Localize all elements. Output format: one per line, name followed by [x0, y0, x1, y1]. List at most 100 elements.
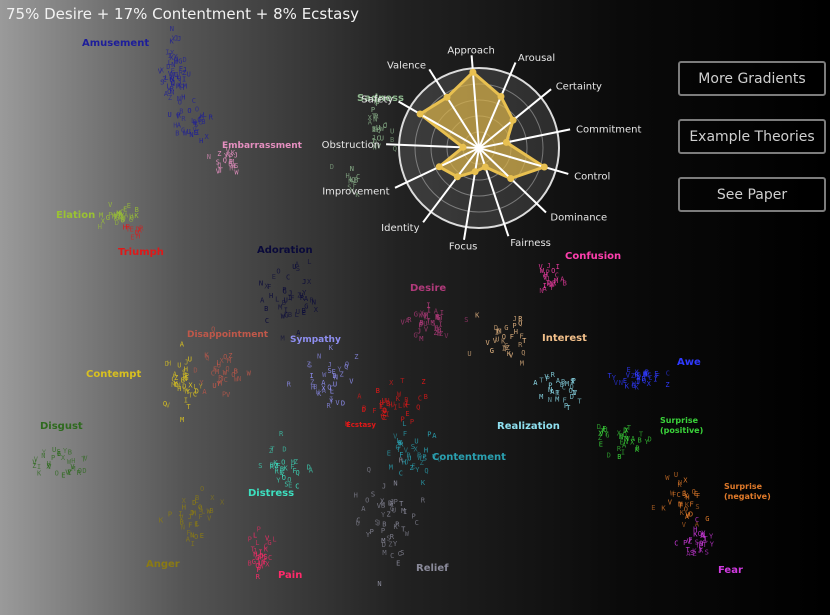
emotion-point[interactable]: U [187, 71, 191, 79]
emotion-point[interactable]: U [391, 400, 395, 408]
emotion-point[interactable]: Q [382, 406, 386, 414]
emotion-point[interactable]: J [184, 358, 188, 366]
emotion-point[interactable]: S [375, 519, 379, 527]
emotion-point[interactable]: H [514, 328, 518, 336]
emotion-point[interactable]: Z [665, 381, 669, 389]
emotion-point[interactable]: Z [619, 432, 623, 440]
emotion-point[interactable]: X [220, 499, 225, 507]
emotion-point[interactable]: D [136, 225, 140, 233]
emotion-point[interactable]: U [674, 471, 678, 479]
emotion-point[interactable]: B [645, 369, 649, 377]
emotion-point[interactable]: S [464, 316, 468, 324]
emotion-point[interactable]: L [253, 531, 257, 539]
emotion-point[interactable]: A [700, 532, 705, 540]
emotion-point[interactable]: B [135, 206, 139, 214]
emotion-point[interactable]: U [217, 361, 221, 369]
emotion-point[interactable]: Z [118, 213, 122, 221]
emotion-point[interactable]: Q [296, 469, 300, 477]
emotion-point[interactable]: O [365, 497, 369, 505]
emotion-point[interactable]: T [251, 546, 256, 554]
emotion-point[interactable]: S [216, 159, 220, 167]
emotion-point[interactable]: I [165, 49, 169, 57]
emotion-point[interactable]: J [419, 321, 423, 329]
emotion-point[interactable]: R [395, 520, 400, 528]
emotion-point[interactable]: G [631, 382, 635, 390]
emotion-point[interactable]: L [275, 295, 279, 303]
emotion-point[interactable]: V [32, 459, 37, 467]
emotion-point[interactable]: T [678, 501, 683, 509]
emotion-point[interactable]: Y [217, 380, 222, 388]
emotion-point[interactable]: O [551, 267, 555, 275]
emotion-point[interactable]: Y [276, 477, 281, 485]
emotion-point[interactable]: A [322, 387, 327, 395]
emotion-point[interactable]: O [345, 361, 349, 369]
emotion-point[interactable]: X [265, 560, 270, 568]
emotion-point[interactable]: C [695, 516, 699, 524]
emotion-point[interactable]: E [194, 521, 198, 529]
emotion-point[interactable]: C [120, 209, 124, 217]
emotion-point[interactable]: B [560, 381, 564, 389]
emotion-point[interactable]: A [177, 122, 182, 130]
emotion-point[interactable]: J [183, 66, 187, 74]
emotion-point[interactable]: I [386, 411, 390, 419]
emotion-point[interactable]: T [426, 317, 431, 325]
emotion-point[interactable]: K [262, 552, 267, 560]
emotion-point[interactable]: S [371, 490, 375, 498]
emotion-point[interactable]: L [164, 74, 168, 82]
emotion-point[interactable]: T [186, 403, 191, 411]
emotion-point[interactable]: B [362, 404, 366, 412]
emotion-point[interactable]: L [201, 507, 205, 515]
emotion-point[interactable]: S [400, 549, 404, 557]
emotion-point[interactable]: V [626, 435, 631, 443]
emotion-point[interactable]: U [392, 506, 396, 514]
emotion-point[interactable]: O [195, 105, 199, 113]
emotion-point[interactable]: Z [67, 469, 71, 477]
emotion-point[interactable]: H [424, 447, 428, 455]
emotion-point[interactable]: T [81, 455, 86, 463]
emotion-point[interactable]: K [635, 383, 640, 391]
emotion-point[interactable]: N [170, 25, 174, 33]
emotion-point[interactable]: L [398, 402, 402, 410]
emotion-point[interactable]: P [422, 453, 426, 461]
emotion-point[interactable]: K [692, 548, 697, 556]
emotion-point[interactable]: P [548, 382, 552, 390]
emotion-point[interactable]: A [321, 379, 326, 387]
emotion-point[interactable]: S [284, 480, 288, 488]
emotion-point[interactable]: B [68, 449, 72, 457]
emotion-point[interactable]: V [493, 337, 498, 345]
emotion-point[interactable]: V [83, 454, 88, 462]
emotion-point[interactable]: W [223, 369, 228, 377]
emotion-point[interactable]: T [555, 389, 560, 397]
emotion-point[interactable]: S [386, 534, 390, 542]
emotion-point[interactable]: R [417, 452, 422, 460]
emotion-point[interactable]: C [174, 71, 178, 79]
emotion-point[interactable]: H [381, 501, 385, 509]
emotion-point[interactable]: Z [571, 378, 575, 386]
emotion-point[interactable]: Y [381, 511, 386, 519]
emotion-point[interactable]: D [383, 407, 387, 415]
emotion-point[interactable]: N [171, 61, 175, 69]
emotion-point[interactable]: Q [223, 353, 227, 361]
emotion-point[interactable]: Q [416, 403, 420, 411]
emotion-point[interactable]: M [176, 83, 180, 91]
emotion-point[interactable]: X [205, 133, 210, 141]
emotion-point[interactable]: H [434, 325, 438, 333]
emotion-point[interactable]: Z [354, 353, 358, 361]
emotion-point[interactable]: J [547, 262, 551, 270]
emotion-point[interactable]: K [394, 523, 399, 531]
emotion-point[interactable]: E [623, 377, 627, 385]
emotion-point[interactable]: V [668, 499, 673, 507]
emotion-point[interactable]: L [179, 79, 183, 87]
emotion-point[interactable]: F [510, 333, 514, 341]
emotion-point[interactable]: I [636, 377, 640, 385]
emotion-point[interactable]: W [183, 130, 188, 138]
emotion-point[interactable]: F [696, 492, 700, 500]
emotion-point[interactable]: B [195, 494, 199, 502]
emotion-point[interactable]: Y [709, 532, 714, 540]
emotion-point[interactable]: L [255, 539, 259, 547]
emotion-point[interactable]: I [284, 307, 288, 315]
emotion-point[interactable]: H [388, 401, 392, 409]
emotion-point[interactable]: W [207, 508, 212, 516]
emotion-point[interactable]: J [513, 315, 517, 323]
